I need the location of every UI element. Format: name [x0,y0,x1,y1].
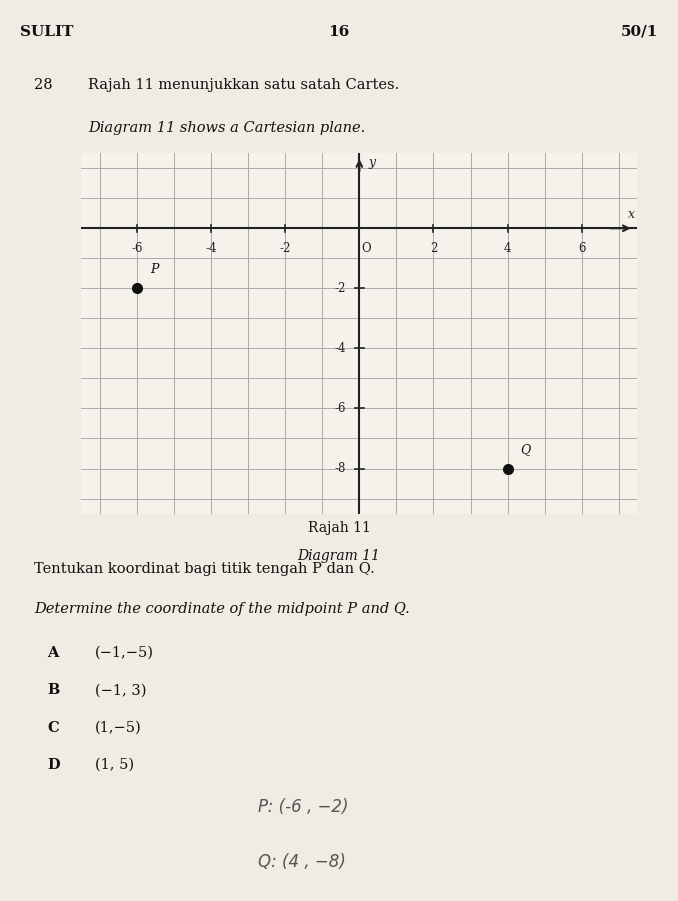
Text: -4: -4 [335,341,346,355]
Text: P: (-6 , −2): P: (-6 , −2) [258,797,348,815]
Text: Diagram 11 shows a Cartesian plane.: Diagram 11 shows a Cartesian plane. [88,121,365,134]
Text: 6: 6 [578,241,586,255]
Text: Rajah 11: Rajah 11 [308,522,370,535]
Text: x: x [629,208,635,221]
Text: (−1, 3): (−1, 3) [95,683,146,697]
Text: D: D [47,758,60,772]
Text: (1, 5): (1, 5) [95,758,134,772]
Text: O: O [361,241,371,255]
Text: Determine the coordinate of the midpoint P and Q.: Determine the coordinate of the midpoint… [34,602,410,616]
Text: 4: 4 [504,241,511,255]
Text: Rajah 11 menunjukkan satu satah Cartes.: Rajah 11 menunjukkan satu satah Cartes. [88,78,399,92]
Text: A: A [47,646,59,660]
Text: -2: -2 [279,241,291,255]
Text: (1,−5): (1,−5) [95,721,142,734]
Text: Diagram 11: Diagram 11 [298,549,380,563]
Text: Tentukan koordinat bagi titik tengah P dan Q.: Tentukan koordinat bagi titik tengah P d… [34,562,375,576]
Text: Q: (4 , −8): Q: (4 , −8) [258,853,346,871]
Text: 16: 16 [328,24,350,39]
Text: SULIT: SULIT [20,24,74,39]
Text: C: C [47,721,59,734]
Text: -6: -6 [335,402,346,415]
Text: (−1,−5): (−1,−5) [95,646,154,660]
Text: 28: 28 [34,78,52,92]
Text: B: B [47,683,60,697]
Text: 2: 2 [430,241,437,255]
Text: 50/1: 50/1 [620,24,658,39]
Text: y: y [369,156,376,169]
Text: -4: -4 [205,241,217,255]
Text: -2: -2 [335,282,346,295]
Text: -8: -8 [335,462,346,475]
Text: -6: -6 [132,241,142,255]
Text: P: P [150,263,158,277]
Text: Q: Q [521,443,531,457]
